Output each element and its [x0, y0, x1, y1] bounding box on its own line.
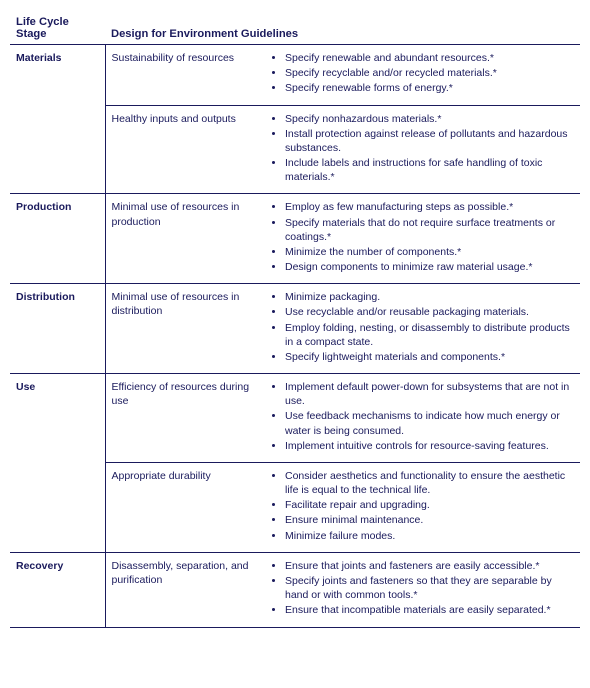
items-cell: Minimize packaging.Use recyclable and/or… [265, 284, 580, 374]
table-row: DistributionMinimal use of resources in … [10, 284, 580, 374]
item-list: Specify nonhazardous materials.*Install … [271, 112, 574, 185]
list-item: Implement intuitive controls for resourc… [285, 439, 574, 453]
list-item: Specify renewable forms of energy.* [285, 81, 574, 95]
list-item: Use recyclable and/or reusable packaging… [285, 305, 574, 319]
items-cell: Employ as few manufacturing steps as pos… [265, 194, 580, 284]
list-item: Employ as few manufacturing steps as pos… [285, 200, 574, 214]
stage-cell: Use [10, 374, 105, 553]
stage-cell: Recovery [10, 552, 105, 627]
list-item: Install protection against release of po… [285, 127, 574, 155]
list-item: Specify recyclable and/or recycled mater… [285, 66, 574, 80]
table-row: UseEfficiency of resources during useImp… [10, 374, 580, 463]
table-row: RecoveryDisassembly, separation, and pur… [10, 552, 580, 627]
items-cell: Specify renewable and abundant resources… [265, 45, 580, 106]
list-item: Consider aesthetics and functionality to… [285, 469, 574, 497]
list-item: Minimize failure modes. [285, 529, 574, 543]
list-item: Minimize packaging. [285, 290, 574, 304]
list-item: Implement default power-down for subsyst… [285, 380, 574, 408]
stage-cell: Production [10, 194, 105, 284]
category-cell: Minimal use of resources in distribution [105, 284, 265, 374]
list-item: Include labels and instructions for safe… [285, 156, 574, 184]
item-list: Minimize packaging.Use recyclable and/or… [271, 290, 574, 364]
category-cell: Healthy inputs and outputs [105, 105, 265, 194]
header-stage: Life Cycle Stage [10, 10, 105, 45]
item-list: Employ as few manufacturing steps as pos… [271, 200, 574, 274]
list-item: Use feedback mechanisms to indicate how … [285, 409, 574, 437]
category-cell: Disassembly, separation, and purificatio… [105, 552, 265, 627]
list-item: Employ folding, nesting, or disassembly … [285, 321, 574, 349]
category-cell: Sustainability of resources [105, 45, 265, 106]
list-item: Specify materials that do not require su… [285, 216, 574, 244]
category-cell: Appropriate durability [105, 462, 265, 552]
item-list: Implement default power-down for subsyst… [271, 380, 574, 453]
stage-cell: Distribution [10, 284, 105, 374]
list-item: Specify nonhazardous materials.* [285, 112, 574, 126]
item-list: Consider aesthetics and functionality to… [271, 469, 574, 543]
items-cell: Specify nonhazardous materials.*Install … [265, 105, 580, 194]
list-item: Specify renewable and abundant resources… [285, 51, 574, 65]
list-item: Specify lightweight materials and compon… [285, 350, 574, 364]
items-cell: Ensure that joints and fasteners are eas… [265, 552, 580, 627]
list-item: Specify joints and fasteners so that the… [285, 574, 574, 602]
list-item: Minimize the number of components.* [285, 245, 574, 259]
dfe-table: Life Cycle Stage Design for Environment … [10, 10, 580, 628]
table-row: ProductionMinimal use of resources in pr… [10, 194, 580, 284]
item-list: Specify renewable and abundant resources… [271, 51, 574, 96]
list-item: Ensure that incompatible materials are e… [285, 603, 574, 617]
items-cell: Implement default power-down for subsyst… [265, 374, 580, 463]
item-list: Ensure that joints and fasteners are eas… [271, 559, 574, 618]
stage-cell: Materials [10, 45, 105, 194]
items-cell: Consider aesthetics and functionality to… [265, 462, 580, 552]
list-item: Facilitate repair and upgrading. [285, 498, 574, 512]
table-row: MaterialsSustainability of resourcesSpec… [10, 45, 580, 106]
category-cell: Efficiency of resources during use [105, 374, 265, 463]
list-item: Design components to minimize raw materi… [285, 260, 574, 274]
list-item: Ensure minimal maintenance. [285, 513, 574, 527]
list-item: Ensure that joints and fasteners are eas… [285, 559, 574, 573]
category-cell: Minimal use of resources in production [105, 194, 265, 284]
header-guidelines: Design for Environment Guidelines [105, 10, 580, 45]
